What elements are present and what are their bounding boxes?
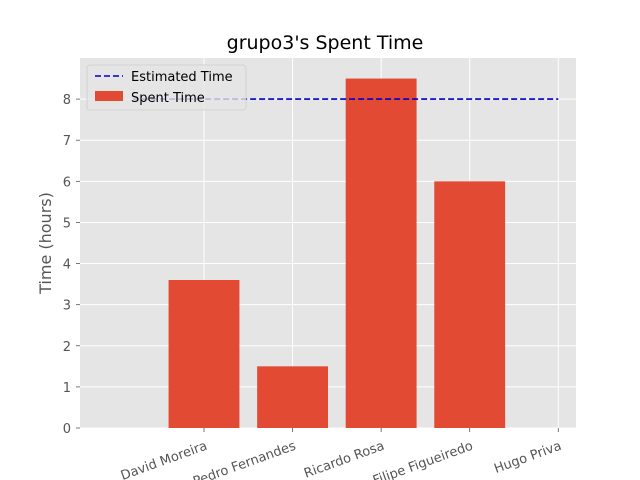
y-tick-label: 8	[63, 93, 71, 108]
legend-swatch-spent-time	[95, 91, 123, 101]
y-axis-ticks: 0 1 2 3 4 5 6 7 8	[63, 93, 80, 437]
bar-david-moreira	[168, 280, 240, 428]
chart-title: grupo3's Spent Time	[227, 32, 424, 54]
x-tick-label: Hugo Priva	[492, 439, 563, 477]
bar-series	[168, 78, 506, 429]
x-tick-label: Pedro Fernandes	[191, 439, 298, 480]
bar-filipe-figueiredo	[434, 181, 506, 428]
legend-label-estimated-time: Estimated Time	[131, 70, 233, 85]
y-tick-label: 7	[63, 134, 71, 149]
y-tick-label: 0	[63, 422, 71, 437]
legend-label-spent-time: Spent Time	[131, 91, 205, 106]
legend-box	[86, 64, 247, 111]
legend: Estimated Time Spent Time	[86, 64, 247, 111]
y-tick-label: 3	[63, 299, 71, 314]
y-tick-label: 4	[63, 258, 71, 273]
y-axis-label: Time (hours)	[36, 192, 55, 295]
bar-ricardo-rosa	[345, 78, 417, 429]
bar-pedro-fernandes	[257, 366, 328, 428]
y-tick-label: 6	[63, 175, 71, 190]
y-tick-label: 1	[63, 381, 71, 396]
y-tick-label: 5	[63, 216, 71, 231]
y-tick-label: 2	[63, 340, 71, 355]
x-tick-label: Filipe Figueiredo	[371, 439, 475, 480]
